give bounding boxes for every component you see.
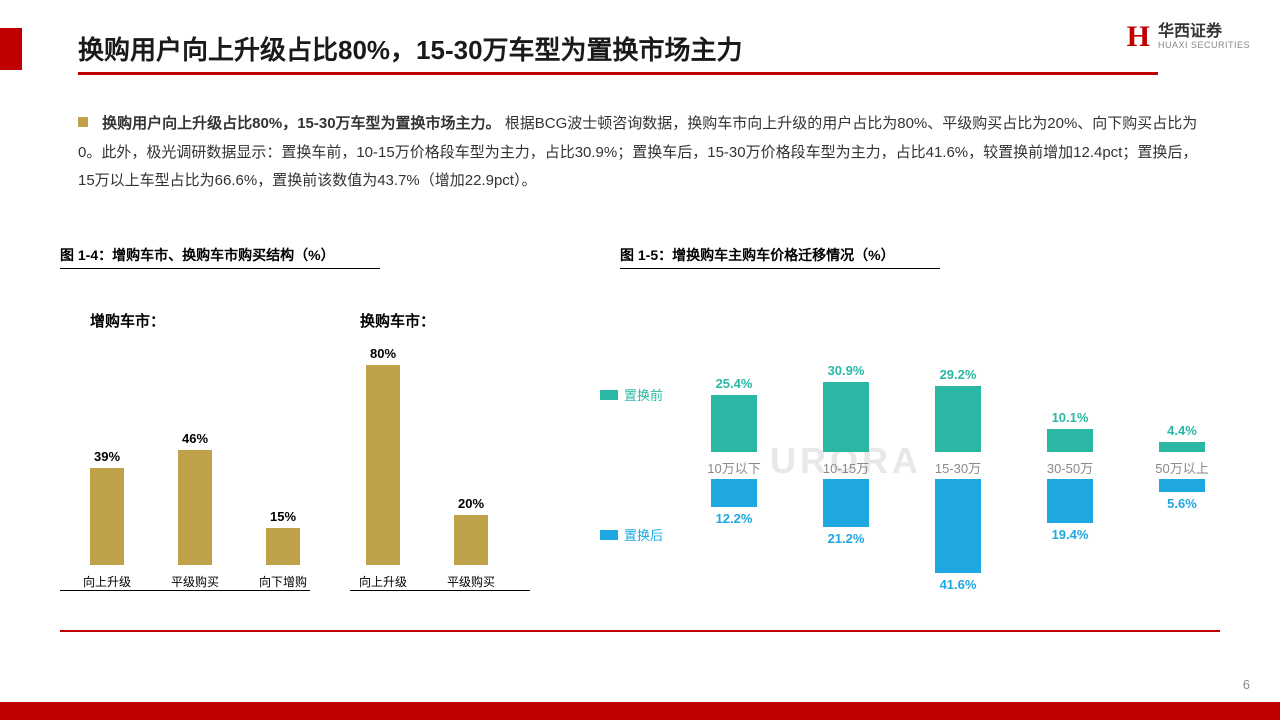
before-value: 4.4% <box>1128 423 1236 438</box>
bar-column: 46% 平级购买 <box>166 431 224 590</box>
before-bar <box>1047 429 1093 452</box>
logo-mark: H <box>1127 20 1150 54</box>
bar-column: 80% 向上升级 <box>354 346 412 590</box>
bar-value: 39% <box>94 449 120 464</box>
brand-en: HUAXI SECURITIES <box>1158 41 1250 51</box>
bar-value: 46% <box>182 431 208 446</box>
accent-bar <box>0 28 22 70</box>
chart1-label: 图 1-4：增购车市、换购车市购买结构（%） <box>60 245 380 269</box>
price-category: 10万以下 <box>680 458 788 477</box>
chart1-bars-a: 39% 向上升级 46% 平级购买 15% 向下增购 <box>78 360 312 590</box>
after-value: 41.6% <box>904 577 1012 592</box>
chart1-sub-a: 增购车市： <box>90 310 165 331</box>
after-value: 21.2% <box>792 531 900 546</box>
bar <box>178 450 212 565</box>
bar <box>454 515 488 565</box>
after-value: 5.6% <box>1128 496 1236 511</box>
bottom-divider <box>60 630 1220 632</box>
before-value: 10.1% <box>1016 410 1124 425</box>
chart1-bars-b: 80%向上升级20%平级购买 <box>354 360 500 590</box>
bar-category: 向下增购 <box>259 573 307 590</box>
price-category: 50万以上 <box>1128 458 1236 477</box>
diverging-column: 30.9% 10-15万 21.2% <box>792 363 900 546</box>
diverging-column: 25.4% 10万以下 12.2% <box>680 376 788 526</box>
diverging-column: 29.2% 15-30万 41.6% <box>904 367 1012 592</box>
after-bar <box>1047 479 1093 523</box>
before-bar <box>823 382 869 452</box>
chart1-baseline-a <box>60 590 310 591</box>
bar-column: 15% 向下增购 <box>254 509 312 591</box>
before-value: 30.9% <box>792 363 900 378</box>
legend-swatch-after <box>600 530 618 540</box>
title-underline <box>78 72 1158 75</box>
bar-category: 平级购买 <box>171 573 219 590</box>
before-bar <box>935 386 981 452</box>
page-number: 6 <box>1243 677 1250 692</box>
price-category: 30-50万 <box>1016 458 1124 477</box>
after-value: 12.2% <box>680 511 788 526</box>
after-bar <box>1159 479 1205 492</box>
chart1-sub-b: 换购车市： <box>360 310 435 331</box>
price-category: 10-15万 <box>792 458 900 477</box>
legend-before: 置换前 <box>600 385 663 404</box>
legend-swatch-before <box>600 390 618 400</box>
diverging-column: 4.4% 50万以上 5.6% <box>1128 423 1236 511</box>
page-title: 换购用户向上升级占比80%，15-30万车型为置换市场主力 <box>78 30 743 67</box>
footer-bar <box>0 702 1280 720</box>
bar-value: 15% <box>270 509 296 524</box>
bar-category: 向上升级 <box>359 573 407 590</box>
brand-cn: 华西证券 <box>1158 23 1250 41</box>
bar <box>266 528 300 566</box>
bar-value: 20% <box>458 496 484 511</box>
before-bar <box>711 395 757 452</box>
bar-column: 39% 向上升级 <box>78 449 136 591</box>
after-bar <box>935 479 981 573</box>
bullet-icon <box>78 117 88 127</box>
bar <box>90 468 124 566</box>
after-bar <box>711 479 757 507</box>
brand-logo: H 华西证券 HUAXI SECURITIES <box>1127 20 1250 54</box>
bar-category: 向上升级 <box>83 573 131 590</box>
diverging-column: 10.1% 30-50万 19.4% <box>1016 410 1124 542</box>
bar <box>366 365 400 565</box>
after-value: 19.4% <box>1016 527 1124 542</box>
before-bar <box>1159 442 1205 452</box>
bar-column: 20% 平级购买 <box>442 496 500 590</box>
legend-before-label: 置换前 <box>624 385 663 404</box>
chart1-baseline-b <box>350 590 530 591</box>
legend-after: 置换后 <box>600 525 663 544</box>
legend-after-label: 置换后 <box>624 525 663 544</box>
chart2: 置换前 置换后 25.4% 10万以下 12.2% 30.9% 10-15万 21.2% 2… <box>600 300 1240 620</box>
bar-value: 80% <box>370 346 396 361</box>
before-value: 25.4% <box>680 376 788 391</box>
chart2-label: 图 1-5：增换购车主购车价格迁移情况（%） <box>620 245 940 269</box>
price-category: 15-30万 <box>904 458 1012 477</box>
before-value: 29.2% <box>904 367 1012 382</box>
after-bar <box>823 479 869 527</box>
body-lead: 换购用户向上升级占比80%，15-30万车型为置换市场主力。 <box>102 115 500 132</box>
bar-category: 平级购买 <box>447 573 495 590</box>
body-paragraph: 换购用户向上升级占比80%，15-30万车型为置换市场主力。 根据BCG波士顿咨… <box>78 110 1198 196</box>
